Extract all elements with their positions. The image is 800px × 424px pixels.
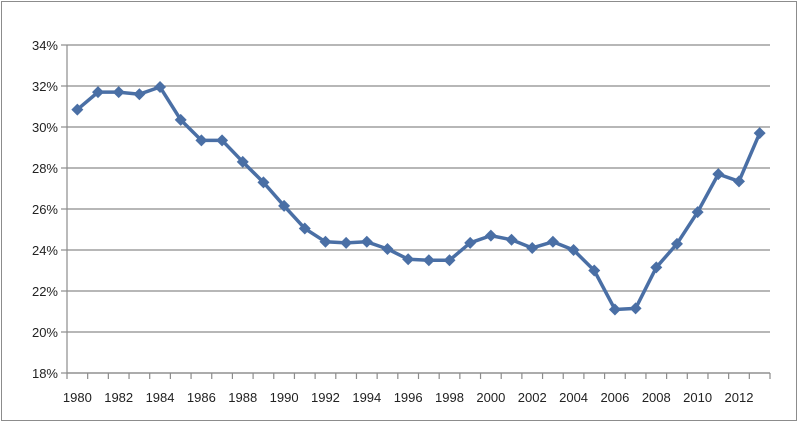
data-point-marker bbox=[443, 254, 456, 267]
x-tick-label: 2010 bbox=[683, 390, 712, 405]
data-point-marker bbox=[319, 235, 332, 248]
data-point-marker bbox=[712, 168, 725, 181]
data-point-marker bbox=[381, 242, 394, 255]
data-point-marker bbox=[629, 302, 642, 315]
data-point-marker bbox=[608, 303, 621, 316]
data-point-marker bbox=[546, 235, 559, 248]
y-tick-label: 24% bbox=[32, 243, 58, 258]
data-point-marker bbox=[484, 229, 497, 242]
data-point-marker bbox=[422, 254, 435, 267]
x-tick-label: 2002 bbox=[518, 390, 547, 405]
x-tick-label: 2008 bbox=[642, 390, 671, 405]
data-point-marker bbox=[195, 134, 208, 147]
data-point-marker bbox=[526, 241, 539, 254]
x-tick-label: 1998 bbox=[435, 390, 464, 405]
data-point-marker bbox=[691, 206, 704, 219]
x-tick-label: 1980 bbox=[63, 390, 92, 405]
data-point-marker bbox=[464, 236, 477, 249]
x-tick-label: 1986 bbox=[187, 390, 216, 405]
gridlines bbox=[61, 44, 770, 374]
x-tick-label: 2006 bbox=[600, 390, 629, 405]
data-point-marker bbox=[298, 222, 311, 235]
y-axis-tick-labels: 18% 20% 22% 24% 26% 28% 30% 32% 34% bbox=[32, 38, 58, 381]
data-point-marker bbox=[340, 236, 353, 249]
data-point-marker bbox=[278, 199, 291, 212]
y-tick-label: 30% bbox=[32, 120, 58, 135]
data-point-marker bbox=[71, 103, 84, 116]
x-tick-label: 1996 bbox=[394, 390, 423, 405]
data-point-marker bbox=[257, 176, 270, 189]
y-tick-label: 34% bbox=[32, 38, 58, 53]
data-point-marker bbox=[92, 86, 105, 99]
data-point-marker bbox=[154, 81, 167, 94]
x-tick-label: 2004 bbox=[559, 390, 588, 405]
x-tick-label: 1992 bbox=[311, 390, 340, 405]
y-tick-label: 32% bbox=[32, 79, 58, 94]
data-point-marker bbox=[236, 155, 249, 168]
x-tick-label: 1994 bbox=[352, 390, 381, 405]
y-tick-label: 28% bbox=[32, 161, 58, 176]
x-tick-label: 1990 bbox=[270, 390, 299, 405]
data-point-marker bbox=[402, 253, 415, 266]
series-group bbox=[71, 81, 766, 316]
y-tick-label: 20% bbox=[32, 325, 58, 340]
x-tick-label: 2000 bbox=[476, 390, 505, 405]
data-point-marker bbox=[588, 264, 601, 277]
y-tick-label: 22% bbox=[32, 284, 58, 299]
y-tick-label: 18% bbox=[32, 366, 58, 381]
data-point-marker bbox=[650, 261, 663, 274]
x-axis-tick-labels: 1980 1982 1984 1986 1988 1990 1992 1994 1996 1998… bbox=[63, 390, 754, 405]
x-axis bbox=[66, 45, 771, 379]
data-point-marker bbox=[567, 244, 580, 256]
series-line bbox=[75, 85, 762, 312]
x-tick-label: 1988 bbox=[228, 390, 257, 405]
data-point-marker bbox=[505, 233, 518, 246]
data-point-marker bbox=[753, 127, 766, 140]
data-point-marker bbox=[732, 175, 745, 188]
data-point-marker bbox=[174, 113, 187, 126]
x-tick-label: 2012 bbox=[725, 390, 754, 405]
data-point-marker bbox=[670, 237, 683, 250]
data-point-marker bbox=[133, 88, 146, 101]
x-tick-label: 1982 bbox=[104, 390, 133, 405]
y-tick-label: 26% bbox=[32, 202, 58, 217]
x-tick-label: 1984 bbox=[146, 390, 175, 405]
data-point-marker bbox=[360, 235, 373, 248]
data-point-marker bbox=[216, 134, 229, 147]
data-point-marker bbox=[112, 86, 125, 99]
